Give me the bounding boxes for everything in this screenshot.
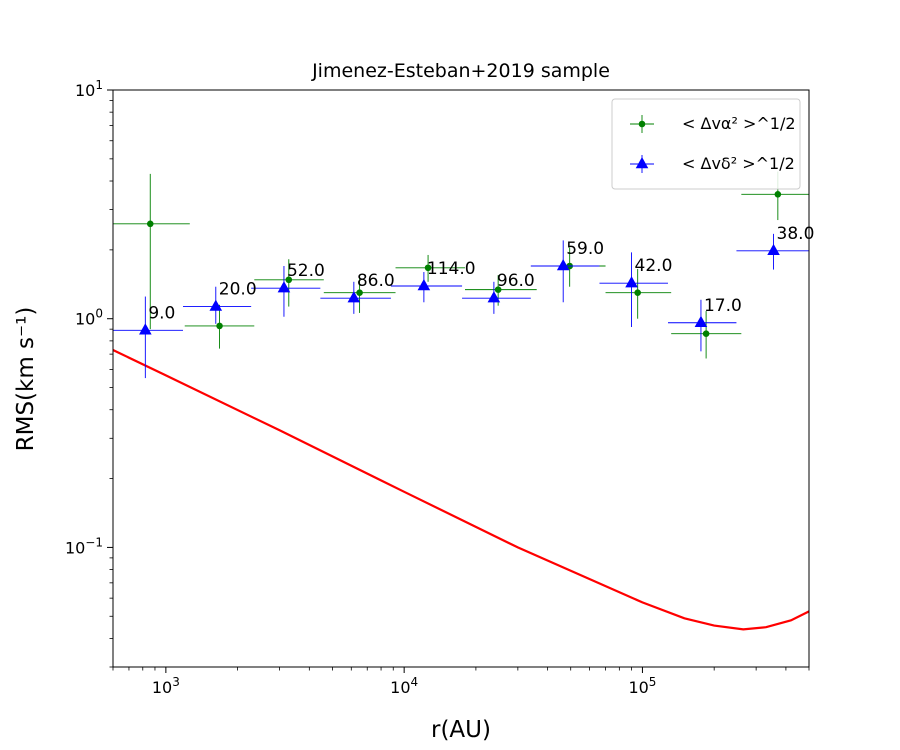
- data-point-circle: [702, 330, 710, 337]
- count-label: 96.0: [497, 271, 535, 291]
- legend-marker-circle: [638, 120, 646, 128]
- count-label: 42.0: [635, 256, 673, 276]
- count-label: 59.0: [566, 239, 604, 259]
- legend-label-1: < Δvδ² >^1/2: [682, 154, 795, 173]
- data-point-triangle: [209, 299, 223, 311]
- count-label: 86.0: [357, 271, 395, 291]
- data-layer: [113, 171, 809, 631]
- series-1: [113, 233, 809, 379]
- x-tick-label: 105: [628, 675, 656, 697]
- data-point-triangle: [347, 291, 361, 303]
- x-tick-label: 104: [390, 675, 418, 697]
- data-point-triangle: [694, 315, 708, 327]
- count-label: 17.0: [704, 296, 742, 316]
- axes-frame: [112, 89, 810, 668]
- legend-label-0: < Δvα² >^1/2: [682, 114, 796, 133]
- data-point-circle: [424, 264, 432, 272]
- count-label: 20.0: [219, 280, 257, 300]
- data-point-triangle: [277, 281, 291, 293]
- count-label: 38.0: [777, 224, 815, 244]
- data-point-circle: [216, 322, 223, 330]
- y-tick-label: 101: [75, 78, 103, 100]
- y-axis-label: RMS(km s⁻¹): [13, 307, 39, 452]
- data-point-triangle: [139, 323, 152, 335]
- data-point-circle: [146, 220, 154, 228]
- x-axis-label: r(AU): [431, 717, 491, 743]
- model-curve: [113, 349, 809, 631]
- count-labels: 9.0 20.0 52.0 86.0 114.0 96.0 59.0 42.0 17.0 38.0: [148, 224, 814, 323]
- data-point-triangle: [487, 291, 501, 303]
- legend: < Δvα² >^1/2 < Δvδ² >^1/2: [611, 98, 801, 190]
- y-tick-label: 10−1: [65, 535, 103, 557]
- legend-marker-triangle: [635, 157, 649, 169]
- data-point-triangle: [556, 259, 570, 271]
- data-point-circle: [356, 289, 363, 296]
- count-label: 9.0: [148, 303, 175, 323]
- count-label: 52.0: [287, 261, 325, 281]
- x-tick-label: 103: [152, 675, 180, 697]
- data-point-triangle: [417, 278, 431, 291]
- data-point-triangle: [767, 243, 780, 256]
- count-label: 114.0: [427, 259, 476, 279]
- data-point-circle: [494, 286, 502, 293]
- data-point-circle: [285, 276, 293, 284]
- y-tick-label: 100: [75, 307, 103, 329]
- chart-title: Jimenez-Esteban+2019 sample: [311, 60, 610, 82]
- data-point-circle: [774, 190, 782, 198]
- data-point-circle: [634, 289, 641, 296]
- legend-box: [611, 98, 801, 190]
- data-point-triangle: [625, 276, 638, 288]
- axis-ticks: 103 104 105 10−1 100 101: [65, 78, 810, 697]
